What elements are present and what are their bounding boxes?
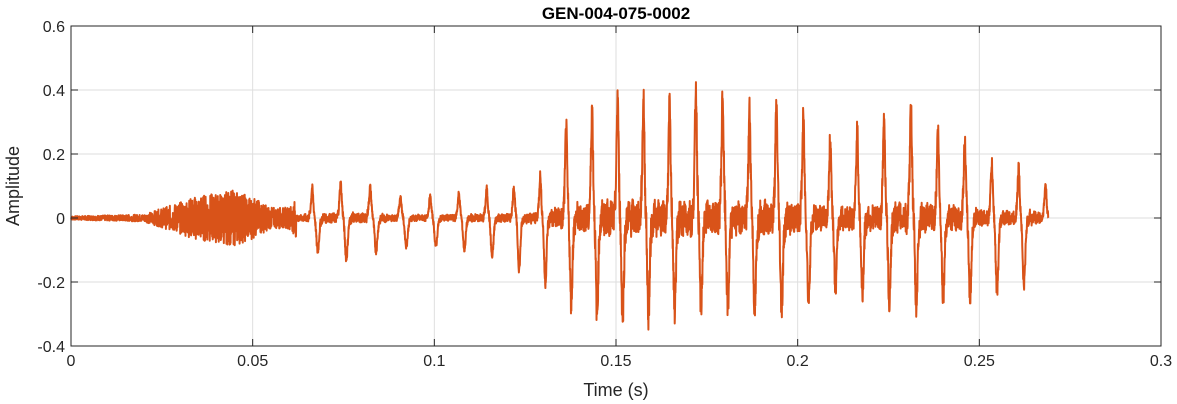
x-tick-label: 0.3 (1150, 353, 1172, 370)
y-tick-label: 0.6 (43, 19, 65, 36)
x-tick-label: 0.05 (237, 353, 268, 370)
y-tick-label: 0.4 (43, 83, 65, 100)
signal-group (70, 81, 1050, 331)
x-tick-label: 0.2 (787, 353, 809, 370)
waveform-line (70, 81, 1050, 331)
x-tick-label: 0 (67, 353, 76, 370)
axis-ticks: 0 0.05 0.1 0.15 0.2 0.25 0.3 -0.4 -0.2 0 0.2 0.4 0.6 (37, 19, 1172, 370)
y-tick-label: 0.2 (43, 147, 65, 164)
chart-title: GEN-004-075-0002 (542, 4, 690, 23)
x-tick-label: 0.25 (964, 353, 995, 370)
x-axis-label: Time (s) (583, 380, 648, 400)
y-tick-label: -0.2 (37, 275, 65, 292)
x-tick-label: 0.1 (423, 353, 445, 370)
x-tick-label: 0.15 (600, 353, 631, 370)
y-axis-label: Amplitude (3, 146, 23, 226)
y-tick-label: -0.4 (37, 339, 65, 356)
y-tick-label: 0 (56, 211, 65, 228)
